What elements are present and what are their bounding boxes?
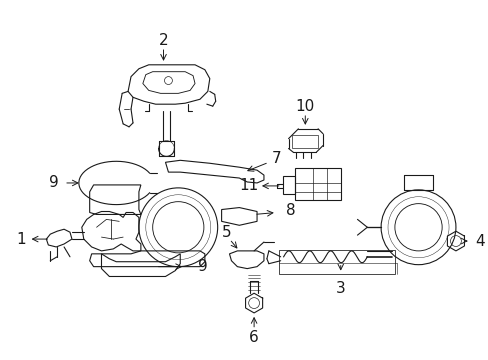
Text: 2: 2: [159, 33, 168, 48]
Text: 10: 10: [295, 99, 314, 114]
Text: 5: 5: [221, 225, 231, 240]
Text: 1: 1: [16, 231, 25, 247]
Text: 7: 7: [271, 151, 281, 166]
Text: 4: 4: [475, 234, 484, 248]
Text: 9: 9: [198, 259, 207, 274]
Text: 11: 11: [239, 179, 258, 193]
Text: 6: 6: [249, 330, 259, 345]
Text: 3: 3: [335, 281, 345, 296]
Text: 8: 8: [285, 203, 295, 218]
Text: 9: 9: [49, 175, 59, 190]
